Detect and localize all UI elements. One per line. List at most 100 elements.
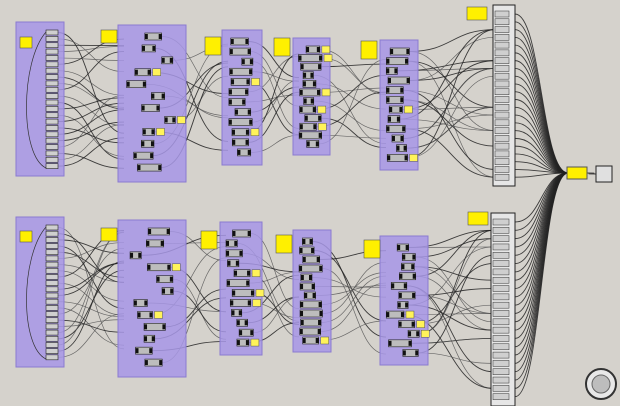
component[interactable] bbox=[137, 163, 162, 172]
input-port[interactable] bbox=[492, 218, 510, 226]
panel[interactable] bbox=[321, 45, 331, 54]
panel[interactable] bbox=[172, 263, 181, 271]
panel[interactable] bbox=[317, 105, 327, 114]
input-port[interactable] bbox=[492, 268, 510, 276]
input-port[interactable] bbox=[494, 18, 510, 26]
component[interactable] bbox=[299, 300, 322, 309]
panel[interactable] bbox=[250, 128, 260, 136]
input-port[interactable] bbox=[492, 235, 510, 242]
component[interactable] bbox=[45, 274, 59, 280]
yellow-panel[interactable] bbox=[273, 37, 291, 57]
input-port[interactable] bbox=[494, 41, 510, 49]
panel[interactable] bbox=[416, 320, 425, 328]
component[interactable] bbox=[45, 335, 59, 342]
yellow-panel[interactable] bbox=[363, 239, 381, 259]
component[interactable] bbox=[45, 243, 59, 249]
yellow-panel[interactable] bbox=[467, 211, 489, 226]
input-port[interactable] bbox=[492, 368, 510, 375]
panel[interactable] bbox=[320, 336, 329, 345]
input-port[interactable] bbox=[494, 72, 510, 80]
input-port[interactable] bbox=[492, 360, 510, 367]
merge-panel[interactable] bbox=[566, 166, 588, 180]
input-port[interactable] bbox=[492, 227, 510, 234]
component[interactable] bbox=[45, 329, 59, 336]
component[interactable] bbox=[45, 267, 59, 274]
component[interactable] bbox=[45, 61, 59, 68]
component[interactable] bbox=[45, 29, 59, 36]
input-port[interactable] bbox=[492, 243, 510, 251]
yellow-panel[interactable] bbox=[200, 230, 218, 250]
component[interactable] bbox=[45, 292, 59, 299]
panel[interactable] bbox=[156, 128, 165, 136]
component[interactable] bbox=[45, 249, 59, 256]
input-port[interactable] bbox=[494, 57, 510, 64]
panel[interactable] bbox=[323, 54, 333, 62]
panel[interactable] bbox=[252, 299, 262, 307]
component[interactable] bbox=[45, 55, 59, 61]
component[interactable] bbox=[45, 323, 59, 330]
component[interactable] bbox=[45, 42, 59, 49]
yellow-panel[interactable] bbox=[19, 230, 33, 243]
component[interactable] bbox=[45, 255, 59, 262]
yellow-panel[interactable] bbox=[275, 234, 293, 254]
component[interactable] bbox=[45, 137, 59, 144]
input-port[interactable] bbox=[494, 49, 510, 57]
component[interactable] bbox=[45, 106, 59, 112]
panel[interactable] bbox=[405, 310, 415, 319]
component[interactable] bbox=[45, 48, 59, 55]
input-port[interactable] bbox=[494, 80, 510, 88]
component[interactable] bbox=[299, 88, 321, 97]
component[interactable] bbox=[300, 318, 322, 327]
input-port[interactable] bbox=[494, 127, 510, 134]
input-port[interactable] bbox=[494, 88, 510, 95]
component[interactable] bbox=[147, 227, 170, 236]
yellow-panel[interactable] bbox=[204, 36, 222, 56]
component[interactable] bbox=[45, 86, 59, 93]
component[interactable] bbox=[228, 118, 253, 126]
component[interactable] bbox=[45, 163, 59, 169]
component[interactable] bbox=[45, 298, 59, 305]
component[interactable] bbox=[45, 305, 59, 311]
component[interactable] bbox=[45, 36, 59, 42]
panel[interactable] bbox=[409, 154, 418, 162]
component[interactable] bbox=[45, 156, 59, 163]
component[interactable] bbox=[45, 237, 59, 243]
input-port[interactable] bbox=[492, 343, 510, 351]
input-port[interactable] bbox=[492, 385, 510, 392]
yellow-panel[interactable] bbox=[100, 227, 118, 242]
component[interactable] bbox=[45, 342, 59, 348]
yellow-panel[interactable] bbox=[19, 36, 33, 49]
input-port[interactable] bbox=[494, 119, 510, 127]
input-port[interactable] bbox=[494, 34, 510, 41]
input-port[interactable] bbox=[494, 111, 510, 119]
component[interactable] bbox=[298, 264, 323, 273]
input-port[interactable] bbox=[494, 150, 510, 158]
component[interactable] bbox=[45, 317, 59, 324]
component[interactable] bbox=[298, 54, 323, 62]
input-port[interactable] bbox=[494, 158, 510, 165]
component[interactable] bbox=[300, 62, 322, 71]
input-port[interactable] bbox=[492, 285, 510, 292]
component[interactable] bbox=[45, 112, 59, 119]
component[interactable] bbox=[231, 289, 255, 297]
component[interactable] bbox=[45, 144, 59, 150]
component[interactable] bbox=[298, 131, 322, 140]
navigation-knob[interactable] bbox=[585, 368, 617, 400]
component[interactable] bbox=[45, 131, 59, 138]
input-port[interactable] bbox=[494, 166, 510, 173]
input-port[interactable] bbox=[492, 293, 510, 301]
input-port[interactable] bbox=[492, 351, 510, 359]
component[interactable] bbox=[229, 299, 252, 307]
yellow-panel[interactable] bbox=[360, 40, 378, 60]
knob-center[interactable] bbox=[591, 374, 611, 394]
component[interactable] bbox=[299, 327, 322, 336]
component[interactable] bbox=[45, 261, 59, 268]
component[interactable] bbox=[45, 224, 59, 231]
input-port[interactable] bbox=[494, 96, 510, 103]
panel[interactable] bbox=[321, 88, 331, 97]
input-port[interactable] bbox=[494, 142, 510, 150]
component[interactable] bbox=[45, 74, 59, 80]
yellow-panel[interactable] bbox=[466, 6, 488, 21]
component[interactable] bbox=[45, 99, 59, 106]
component[interactable] bbox=[45, 311, 59, 317]
